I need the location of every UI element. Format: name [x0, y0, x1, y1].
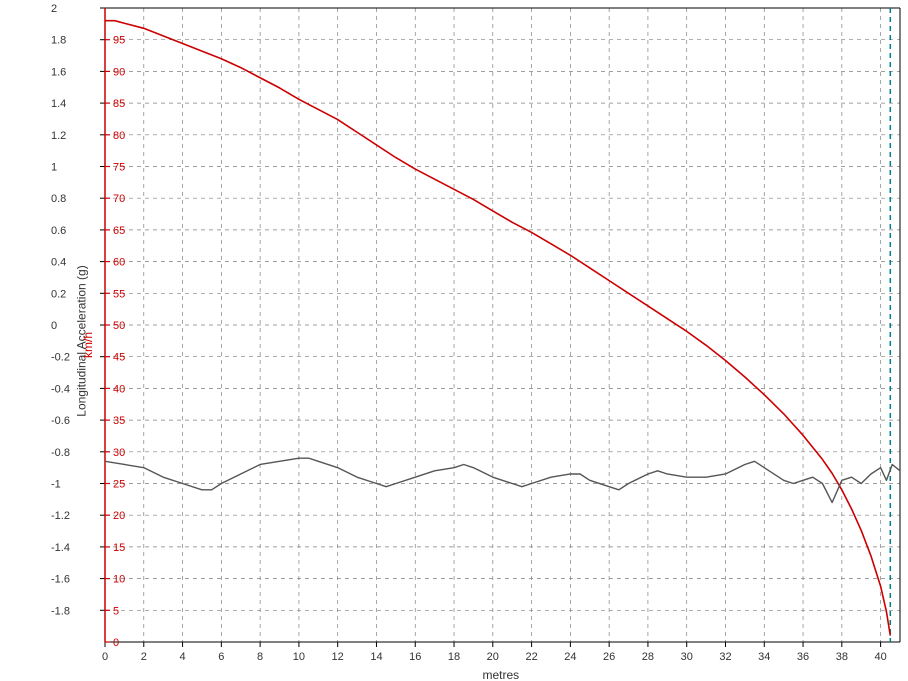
- svg-text:1.8: 1.8: [51, 35, 66, 47]
- svg-text:8: 8: [257, 651, 263, 663]
- svg-text:0.4: 0.4: [51, 257, 66, 269]
- svg-text:25: 25: [113, 479, 125, 491]
- svg-text:-1.6: -1.6: [51, 574, 70, 586]
- svg-text:20: 20: [113, 510, 125, 522]
- svg-text:4: 4: [179, 651, 185, 663]
- svg-text:-0.2: -0.2: [51, 352, 70, 364]
- svg-text:0.2: 0.2: [51, 288, 66, 300]
- svg-text:20: 20: [487, 651, 499, 663]
- x-axis-label: metres: [483, 668, 520, 681]
- svg-text:35: 35: [113, 415, 125, 427]
- svg-text:1.6: 1.6: [51, 66, 66, 78]
- svg-text:-1: -1: [51, 479, 61, 491]
- svg-text:2: 2: [51, 3, 57, 15]
- svg-text:-0.4: -0.4: [51, 383, 70, 395]
- svg-text:10: 10: [113, 574, 125, 586]
- svg-text:0.8: 0.8: [51, 193, 66, 205]
- svg-text:55: 55: [113, 288, 125, 300]
- svg-text:0.6: 0.6: [51, 225, 66, 237]
- chart-svg: 0246810121416182022242628303234363840-1.…: [0, 0, 908, 681]
- svg-text:-1.4: -1.4: [51, 542, 70, 554]
- svg-text:28: 28: [642, 651, 654, 663]
- svg-text:1.2: 1.2: [51, 130, 66, 142]
- svg-text:40: 40: [113, 383, 125, 395]
- svg-text:-1.8: -1.8: [51, 605, 70, 617]
- svg-text:60: 60: [113, 257, 125, 269]
- svg-text:1: 1: [51, 162, 57, 174]
- svg-text:24: 24: [564, 651, 576, 663]
- y-axis-right-label: km/h: [81, 332, 95, 358]
- svg-text:65: 65: [113, 225, 125, 237]
- svg-text:18: 18: [448, 651, 460, 663]
- svg-text:45: 45: [113, 352, 125, 364]
- svg-text:26: 26: [603, 651, 615, 663]
- svg-text:80: 80: [113, 130, 125, 142]
- svg-text:5: 5: [113, 605, 119, 617]
- svg-text:12: 12: [332, 651, 344, 663]
- svg-text:70: 70: [113, 193, 125, 205]
- svg-text:36: 36: [797, 651, 809, 663]
- svg-text:75: 75: [113, 162, 125, 174]
- svg-text:10: 10: [293, 651, 305, 663]
- svg-text:30: 30: [113, 447, 125, 459]
- svg-text:15: 15: [113, 542, 125, 554]
- svg-text:16: 16: [409, 651, 421, 663]
- svg-text:1.4: 1.4: [51, 98, 66, 110]
- svg-text:0: 0: [113, 637, 119, 649]
- svg-text:32: 32: [719, 651, 731, 663]
- svg-text:-0.8: -0.8: [51, 447, 70, 459]
- svg-text:50: 50: [113, 320, 125, 332]
- svg-text:40: 40: [874, 651, 886, 663]
- svg-text:30: 30: [681, 651, 693, 663]
- svg-text:6: 6: [218, 651, 224, 663]
- svg-text:95: 95: [113, 35, 125, 47]
- svg-text:-1.2: -1.2: [51, 510, 70, 522]
- svg-text:85: 85: [113, 98, 125, 110]
- chart-container: 0246810121416182022242628303234363840-1.…: [0, 0, 908, 681]
- svg-text:22: 22: [525, 651, 537, 663]
- svg-text:38: 38: [836, 651, 848, 663]
- svg-text:0: 0: [51, 320, 57, 332]
- svg-text:2: 2: [141, 651, 147, 663]
- svg-text:14: 14: [370, 651, 382, 663]
- svg-text:34: 34: [758, 651, 770, 663]
- svg-text:90: 90: [113, 66, 125, 78]
- svg-text:-0.6: -0.6: [51, 415, 70, 427]
- svg-text:0: 0: [102, 651, 108, 663]
